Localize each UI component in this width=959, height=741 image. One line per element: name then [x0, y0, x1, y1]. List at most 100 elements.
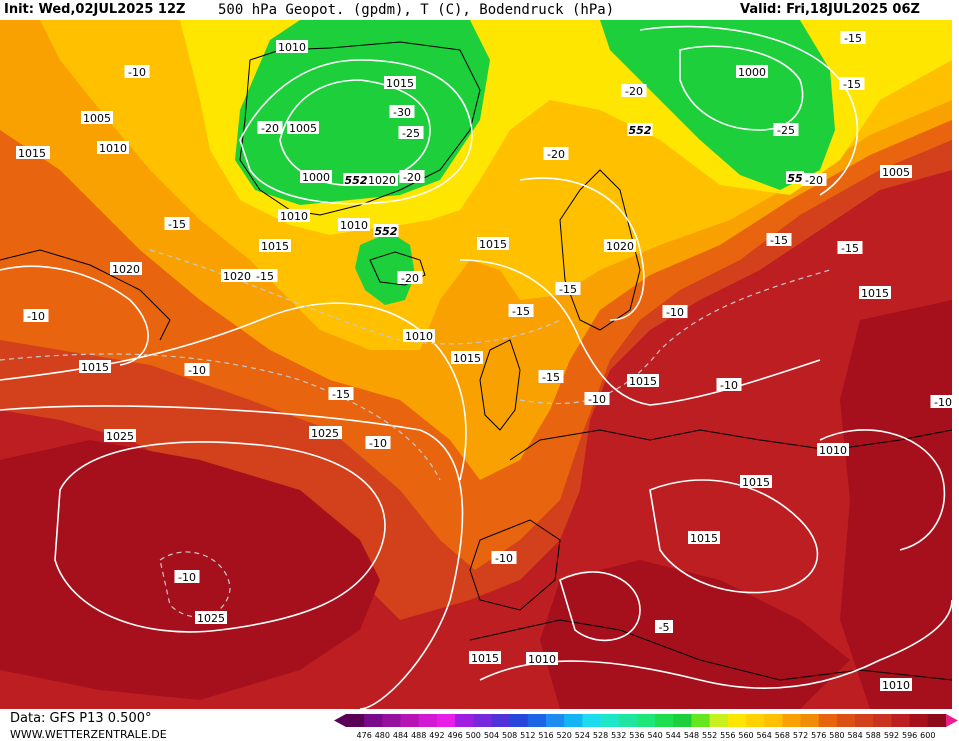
geopotential-labels: 552 552 552 55	[343, 123, 804, 238]
svg-text:-10: -10	[934, 396, 952, 409]
colorbar-tick-label: 496	[447, 731, 462, 740]
temperature-label: -15	[252, 269, 278, 283]
colorbar-box	[691, 714, 711, 727]
svg-text:-10: -10	[588, 393, 606, 406]
svg-text:-25: -25	[777, 124, 795, 137]
colorbar-box	[455, 714, 474, 727]
colorbar-tick-label: 484	[393, 731, 408, 740]
svg-text:-15: -15	[844, 32, 862, 45]
geopotential-label: 552	[373, 224, 399, 238]
colorbar-box	[891, 714, 911, 727]
colorbar-left-arrow	[334, 714, 346, 727]
svg-text:1000: 1000	[738, 66, 766, 79]
svg-text:1015: 1015	[386, 77, 414, 90]
svg-text:-15: -15	[256, 270, 274, 283]
svg-text:-10: -10	[369, 437, 387, 450]
colorbar-right-arrow	[946, 714, 958, 727]
temperature-label: -30	[389, 105, 415, 119]
svg-text:-10: -10	[188, 364, 206, 377]
svg-text:-10: -10	[178, 571, 196, 584]
temperature-label: -10	[716, 378, 742, 392]
temperature-label: -15	[840, 31, 866, 45]
temperature-label: -15	[538, 370, 564, 384]
svg-text:-20: -20	[805, 174, 823, 187]
svg-text:1020: 1020	[112, 263, 140, 276]
temperature-label: -20	[543, 147, 569, 161]
svg-text:1015: 1015	[479, 238, 507, 251]
colorbar-box	[927, 714, 947, 727]
svg-text:1015: 1015	[742, 476, 770, 489]
colorbar-tick-label: 580	[829, 731, 844, 740]
temperature-label: -15	[164, 217, 190, 231]
colorbar-box	[836, 714, 856, 727]
colorbar-tick-label: 520	[557, 731, 572, 740]
svg-text:1005: 1005	[83, 112, 111, 125]
map-footer: Data: GFS P13 0.500° WWW.WETTERZENTRALE.…	[0, 709, 959, 741]
svg-text:1025: 1025	[197, 612, 225, 625]
temperature-label: -25	[398, 126, 424, 140]
pressure-label: 1010	[97, 141, 129, 155]
pressure-label: 1010	[817, 443, 849, 457]
svg-text:1015: 1015	[861, 287, 889, 300]
svg-text:-20: -20	[261, 122, 279, 135]
pressure-label: 1010	[880, 678, 912, 692]
pressure-label: 1015	[627, 374, 659, 388]
colorbar-tick-label: 528	[593, 731, 608, 740]
temperature-label: -10	[365, 436, 391, 450]
europe-coast	[509, 429, 952, 461]
colorbar-tick-label: 524	[575, 731, 590, 740]
temperature-label: -20	[801, 173, 827, 187]
colorbar-box	[782, 714, 802, 727]
colorbar-box	[527, 714, 547, 727]
pressure-label: 1000	[736, 65, 768, 79]
pressure-label: 1010	[278, 209, 310, 223]
colorbar-ticks: 476 480 484 488 492 496 500 504 508 512 516 520 524 5…	[357, 731, 936, 740]
pressure-label: 1025	[104, 429, 136, 443]
data-source-label: Data: GFS P13 0.500°	[10, 711, 152, 726]
colorbar-box	[382, 714, 402, 727]
temperature-label: -10	[124, 65, 150, 79]
isobar-1015-med	[479, 599, 952, 689]
pressure-label: 1015	[16, 146, 48, 160]
colorbar-tick-label: 560	[738, 731, 753, 740]
pressure-label: 1005	[81, 111, 113, 125]
pressure-label: 1015	[688, 531, 720, 545]
colorbar-box	[618, 714, 638, 727]
temperature-label: -10	[174, 570, 200, 584]
svg-text:552: 552	[345, 174, 368, 187]
colorbar-tick-label: 548	[684, 731, 699, 740]
temperature-label: -10	[584, 392, 610, 406]
temperature-label: -15	[766, 233, 792, 247]
colorbar-tick-label: 500	[466, 731, 481, 740]
svg-text:1015: 1015	[690, 532, 718, 545]
svg-text:1015: 1015	[629, 375, 657, 388]
colorbar-box	[509, 714, 529, 727]
colorbar-box	[673, 714, 692, 727]
temperature-label: -15	[508, 304, 534, 318]
svg-text:-10: -10	[27, 310, 45, 323]
band-green-north	[235, 20, 490, 205]
isotherm-minus10-west	[0, 353, 441, 481]
svg-text:1010: 1010	[340, 219, 368, 232]
colorbar-tick-label: 576	[811, 731, 826, 740]
svg-text:-15: -15	[332, 388, 350, 401]
coastlines	[0, 41, 952, 681]
temperature-label: -20	[399, 170, 425, 184]
svg-text:-15: -15	[512, 305, 530, 318]
colorbar-box	[600, 714, 620, 727]
svg-text:1010: 1010	[882, 679, 910, 692]
colorbar-tick-label: 504	[484, 731, 499, 740]
svg-text:-15: -15	[559, 283, 577, 296]
pressure-label: 1010	[276, 40, 308, 54]
colorbar-box	[346, 714, 365, 727]
valid-time-label: Valid: Fri,18JUL2025 06Z	[740, 2, 920, 17]
africa-coast	[469, 619, 952, 681]
pressure-label: 1000	[300, 170, 332, 184]
band-dark-red-med	[540, 560, 850, 709]
colorbar-box	[855, 714, 874, 727]
temperature-label: -20	[397, 271, 423, 285]
band-green-island	[355, 232, 415, 305]
colorbar-tick-label: 588	[866, 731, 881, 740]
map-title: 500 hPa Geopot. (gpdm), T (C), Bodendruc…	[218, 2, 615, 18]
colorbar-tick-label: 600	[920, 731, 935, 740]
